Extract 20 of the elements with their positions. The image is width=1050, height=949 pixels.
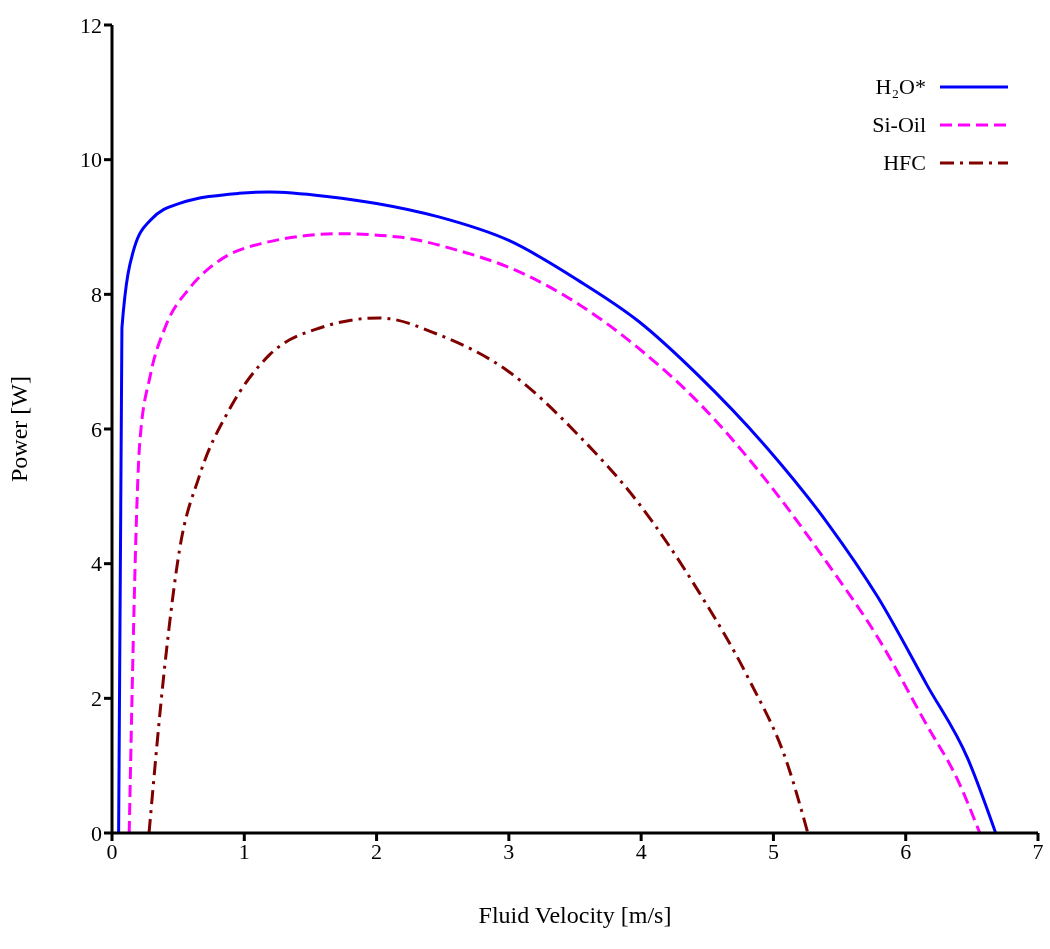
- legend-label: HFC: [883, 150, 926, 176]
- y-tick-label: 12: [80, 12, 102, 38]
- x-axis-title: Fluid Velocity [m/s]: [478, 902, 672, 928]
- x-tick-label: 6: [900, 838, 912, 864]
- x-tick-label: 4: [635, 838, 647, 864]
- x-tick-label: 5: [767, 838, 779, 864]
- y-tick-label: 0: [91, 820, 102, 846]
- x-tick-label: 7: [1032, 838, 1044, 864]
- y-tick-label: 10: [80, 147, 102, 173]
- x-tick-label: 2: [371, 838, 383, 864]
- y-axis-title: Power [W]: [5, 376, 32, 482]
- x-tick-label: 3: [503, 838, 515, 864]
- y-tick-label: 4: [91, 551, 102, 577]
- legend-label: Si-Oil: [872, 112, 926, 138]
- y-tick-label: 2: [91, 686, 102, 712]
- y-tick-label: 8: [91, 282, 102, 308]
- x-tick-label: 1: [238, 838, 250, 864]
- legend-label: H₂O*: [875, 74, 926, 100]
- y-tick-label: 6: [91, 416, 102, 442]
- line-series: [147, 316, 810, 833]
